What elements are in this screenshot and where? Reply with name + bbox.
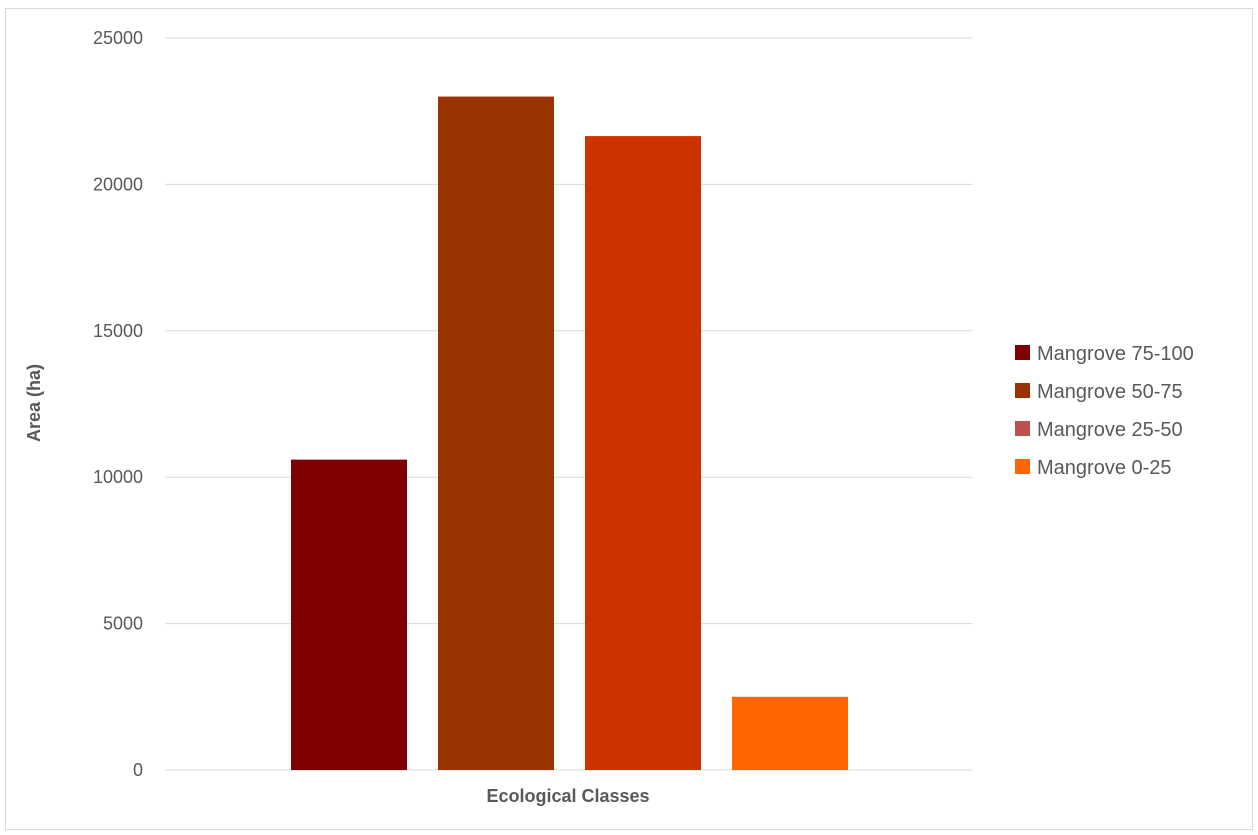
- y-tick-label: 20000: [93, 174, 143, 194]
- legend-swatch: [1015, 459, 1030, 474]
- legend-label: Mangrove 75-100: [1037, 343, 1194, 365]
- legend-swatch: [1015, 383, 1030, 398]
- bars: [291, 96, 848, 770]
- gridlines: [165, 37, 972, 771]
- bar-mangrove-25-50: [585, 136, 701, 770]
- legend: Mangrove 75-100 Mangrove 50-75 Mangrove 25…: [1015, 343, 1194, 479]
- y-tick-label: 0: [133, 760, 143, 780]
- legend-swatch: [1015, 345, 1030, 360]
- y-tick-label: 5000: [103, 614, 143, 634]
- x-axis-title: Ecological Classes: [486, 786, 649, 806]
- bar-mangrove-75-100: [291, 459, 407, 770]
- legend-label: Mangrove 50-75: [1037, 381, 1183, 403]
- bar-mangrove-0-25: [732, 696, 848, 770]
- legend-swatch: [1015, 421, 1030, 436]
- y-tick-label: 15000: [93, 321, 143, 341]
- y-tick-label: 10000: [93, 467, 143, 487]
- bar-mangrove-50-75: [438, 96, 554, 770]
- legend-label: Mangrove 25-50: [1037, 419, 1183, 441]
- y-axis-ticks: 0 5000 10000 15000 20000 25000: [93, 28, 143, 780]
- legend-label: Mangrove 0-25: [1037, 457, 1172, 479]
- y-axis-title: Area (ha): [24, 364, 44, 442]
- y-tick-label: 25000: [93, 28, 143, 48]
